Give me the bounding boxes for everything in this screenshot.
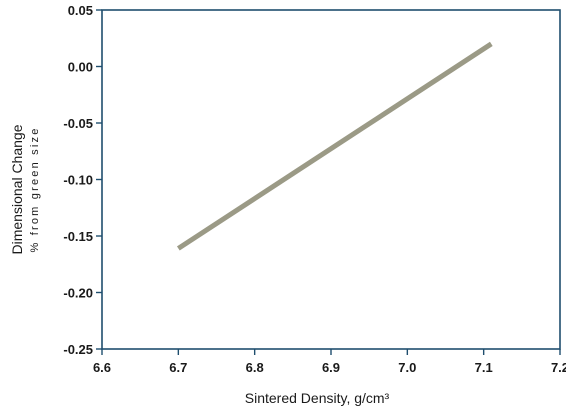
x-axis-title: Sintered Density, g/cm³	[245, 390, 390, 406]
y-axis-title: Dimensional Change	[9, 124, 25, 254]
x-tick-label: 6.9	[322, 360, 340, 375]
y-tick-label: -0.05	[63, 116, 93, 131]
y-tick-label: 0.00	[68, 60, 93, 75]
series-layer	[176, 41, 493, 251]
y-axis-ticks: 0.05 0.00 -0.05 -0.10 -0.15 -0.20 -0.25	[63, 3, 102, 357]
y-axis-subtitle: % from green size	[29, 126, 41, 252]
x-tick-label: 7.1	[475, 360, 493, 375]
x-tick-label: 6.6	[93, 360, 111, 375]
y-tick-label: 0.05	[68, 3, 93, 18]
y-tick-label: -0.20	[63, 286, 93, 301]
y-tick-label: -0.10	[63, 173, 93, 188]
plot-frame	[101, 9, 561, 350]
x-tick-label: 7.0	[398, 360, 416, 375]
y-tick-label: -0.25	[63, 342, 93, 357]
x-tick-label: 6.7	[169, 360, 187, 375]
x-tick-label: 7.2	[551, 360, 566, 375]
x-axis-ticks: 6.6 6.7 6.8 6.9 7.0 7.1 7.2	[93, 349, 566, 375]
y-tick-label: -0.15	[63, 229, 93, 244]
series-line	[176, 41, 493, 251]
x-tick-label: 6.8	[246, 360, 264, 375]
